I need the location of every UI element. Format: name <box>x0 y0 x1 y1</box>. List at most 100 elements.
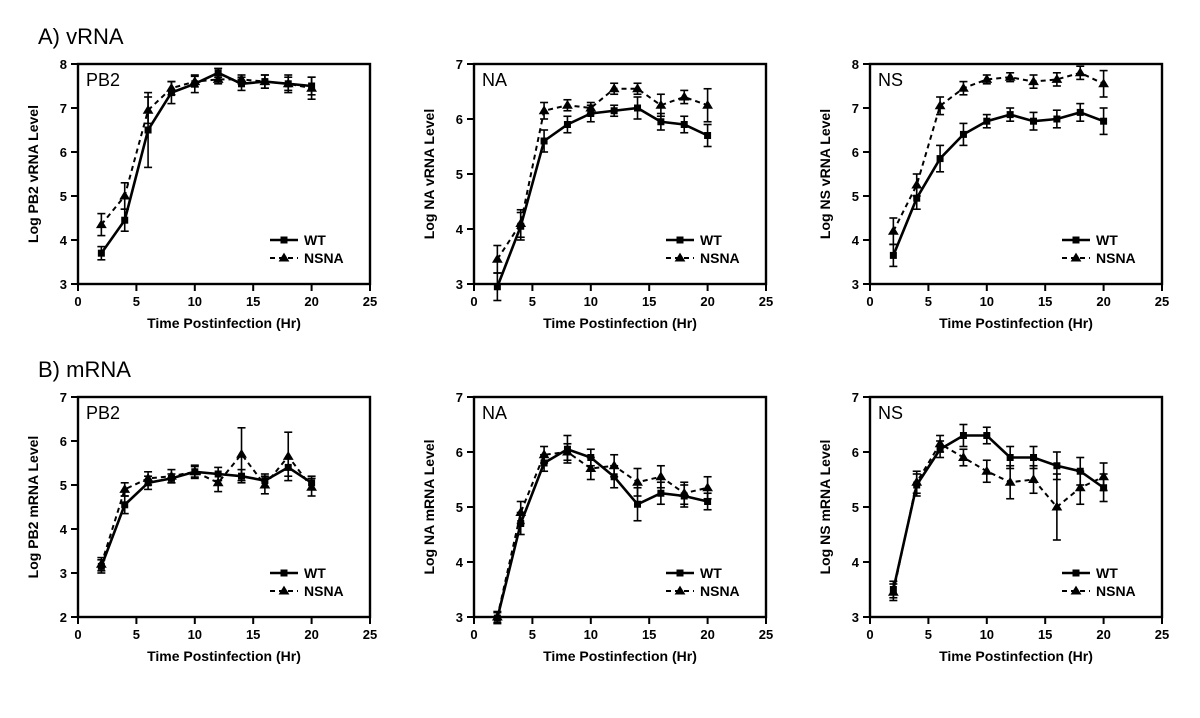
svg-text:6: 6 <box>456 112 463 127</box>
svg-text:0: 0 <box>866 627 873 642</box>
svg-text:20: 20 <box>304 627 318 642</box>
svg-text:WT: WT <box>304 565 326 581</box>
svg-text:Time Postinfection (Hr): Time Postinfection (Hr) <box>543 648 697 664</box>
row-b: 0510152025234567Time Postinfection (Hr)L… <box>20 385 1180 680</box>
svg-text:7: 7 <box>852 101 859 116</box>
svg-text:PB2: PB2 <box>86 70 120 90</box>
svg-text:20: 20 <box>700 294 714 309</box>
svg-text:6: 6 <box>852 145 859 160</box>
svg-text:Time Postinfection (Hr): Time Postinfection (Hr) <box>147 315 301 331</box>
svg-text:NSNA: NSNA <box>700 583 740 599</box>
svg-text:15: 15 <box>642 627 656 642</box>
svg-text:15: 15 <box>1038 294 1052 309</box>
svg-text:7: 7 <box>60 101 67 116</box>
svg-text:NA: NA <box>482 403 507 423</box>
svg-text:25: 25 <box>1155 294 1169 309</box>
svg-text:10: 10 <box>188 627 202 642</box>
svg-text:7: 7 <box>456 57 463 72</box>
svg-text:5: 5 <box>925 627 932 642</box>
svg-text:5: 5 <box>133 294 140 309</box>
figure-root: A) vRNA 0 5 10 15 20 25 3 4 5 6 7 8 Time Postinfecti… <box>20 24 1180 680</box>
svg-text:7: 7 <box>456 390 463 405</box>
svg-text:5: 5 <box>852 500 859 515</box>
svg-text:25: 25 <box>759 294 773 309</box>
svg-text:6: 6 <box>60 145 67 160</box>
row-a: 0 5 10 15 20 25 3 4 5 6 7 8 Time Postinfection (Hr) L… <box>20 52 1180 347</box>
panel-b-na: 0 5 10 15 20 25 3 4 5 6 7 Time Postinfection (Hr) Lo… <box>416 385 784 680</box>
svg-text:25: 25 <box>363 627 377 642</box>
svg-text:Time Postinfection (Hr): Time Postinfection (Hr) <box>939 315 1093 331</box>
section-label-b: B) mRNA <box>38 357 1180 383</box>
svg-text:WT: WT <box>1096 232 1118 248</box>
svg-text:Log PB2 mRNA Level: Log PB2 mRNA Level <box>25 436 41 579</box>
svg-text:Log NA vRNA Level: Log NA vRNA Level <box>421 109 437 239</box>
svg-text:NS: NS <box>878 70 903 90</box>
panel-a-ns: 0 5 10 15 20 25 3 4 5 6 7 8 Time Postinfection (Hr) L… <box>812 52 1180 347</box>
svg-text:3: 3 <box>60 566 67 581</box>
svg-text:5: 5 <box>60 478 67 493</box>
svg-text:20: 20 <box>700 627 714 642</box>
svg-text:WT: WT <box>304 232 326 248</box>
svg-text:3: 3 <box>852 610 859 625</box>
svg-text:NSNA: NSNA <box>700 250 740 266</box>
svg-text:25: 25 <box>363 294 377 309</box>
svg-text:5: 5 <box>529 294 536 309</box>
svg-text:Time Postinfection (Hr): Time Postinfection (Hr) <box>939 648 1093 664</box>
svg-text:20: 20 <box>1096 294 1110 309</box>
svg-text:4: 4 <box>60 233 68 248</box>
svg-text:5: 5 <box>852 189 859 204</box>
svg-text:10: 10 <box>188 294 202 309</box>
svg-text:Log PB2 vRNA Level: Log PB2 vRNA Level <box>25 105 41 243</box>
svg-text:0: 0 <box>866 294 873 309</box>
svg-text:5: 5 <box>925 294 932 309</box>
svg-text:15: 15 <box>246 294 260 309</box>
svg-text:3: 3 <box>60 277 67 292</box>
svg-text:25: 25 <box>1155 627 1169 642</box>
svg-text:10: 10 <box>980 627 994 642</box>
section-label-a: A) vRNA <box>38 24 1180 50</box>
svg-text:6: 6 <box>60 434 67 449</box>
svg-text:15: 15 <box>246 627 260 642</box>
svg-text:3: 3 <box>456 610 463 625</box>
panel-b-pb2: 0510152025234567Time Postinfection (Hr)L… <box>20 385 388 680</box>
svg-text:4: 4 <box>456 555 464 570</box>
svg-text:Time Postinfection (Hr): Time Postinfection (Hr) <box>147 648 301 664</box>
svg-text:Log NS vRNA Level: Log NS vRNA Level <box>817 109 833 239</box>
svg-text:6: 6 <box>852 445 859 460</box>
svg-text:3: 3 <box>456 277 463 292</box>
svg-text:NA: NA <box>482 70 507 90</box>
svg-text:10: 10 <box>980 294 994 309</box>
svg-text:5: 5 <box>456 167 463 182</box>
svg-text:Log NA mRNA Level: Log NA mRNA Level <box>421 439 437 574</box>
svg-text:4: 4 <box>852 555 860 570</box>
panel-b-ns: 051015202534567Time Postinfection (Hr)Lo… <box>812 385 1180 680</box>
svg-text:5: 5 <box>133 627 140 642</box>
svg-text:8: 8 <box>852 57 859 72</box>
svg-text:15: 15 <box>642 294 656 309</box>
svg-text:8: 8 <box>60 57 67 72</box>
svg-text:7: 7 <box>60 390 67 405</box>
svg-text:4: 4 <box>60 522 68 537</box>
svg-text:NS: NS <box>878 403 903 423</box>
svg-text:25: 25 <box>759 627 773 642</box>
svg-text:6: 6 <box>456 445 463 460</box>
svg-text:WT: WT <box>1096 565 1118 581</box>
svg-text:NSNA: NSNA <box>304 250 344 266</box>
svg-text:WT: WT <box>700 565 722 581</box>
svg-text:NSNA: NSNA <box>1096 583 1136 599</box>
svg-text:20: 20 <box>304 294 318 309</box>
svg-text:4: 4 <box>456 222 464 237</box>
svg-text:0: 0 <box>74 627 81 642</box>
svg-text:5: 5 <box>529 627 536 642</box>
svg-text:3: 3 <box>852 277 859 292</box>
svg-text:4: 4 <box>852 233 860 248</box>
svg-text:10: 10 <box>584 627 598 642</box>
svg-text:WT: WT <box>700 232 722 248</box>
panel-a-na: 051015202534567Time Postinfection (Hr)Lo… <box>416 52 784 347</box>
svg-text:5: 5 <box>60 189 67 204</box>
svg-text:0: 0 <box>470 294 477 309</box>
svg-text:5: 5 <box>456 500 463 515</box>
svg-text:0: 0 <box>470 627 477 642</box>
svg-text:0: 0 <box>74 294 81 309</box>
svg-text:20: 20 <box>1096 627 1110 642</box>
